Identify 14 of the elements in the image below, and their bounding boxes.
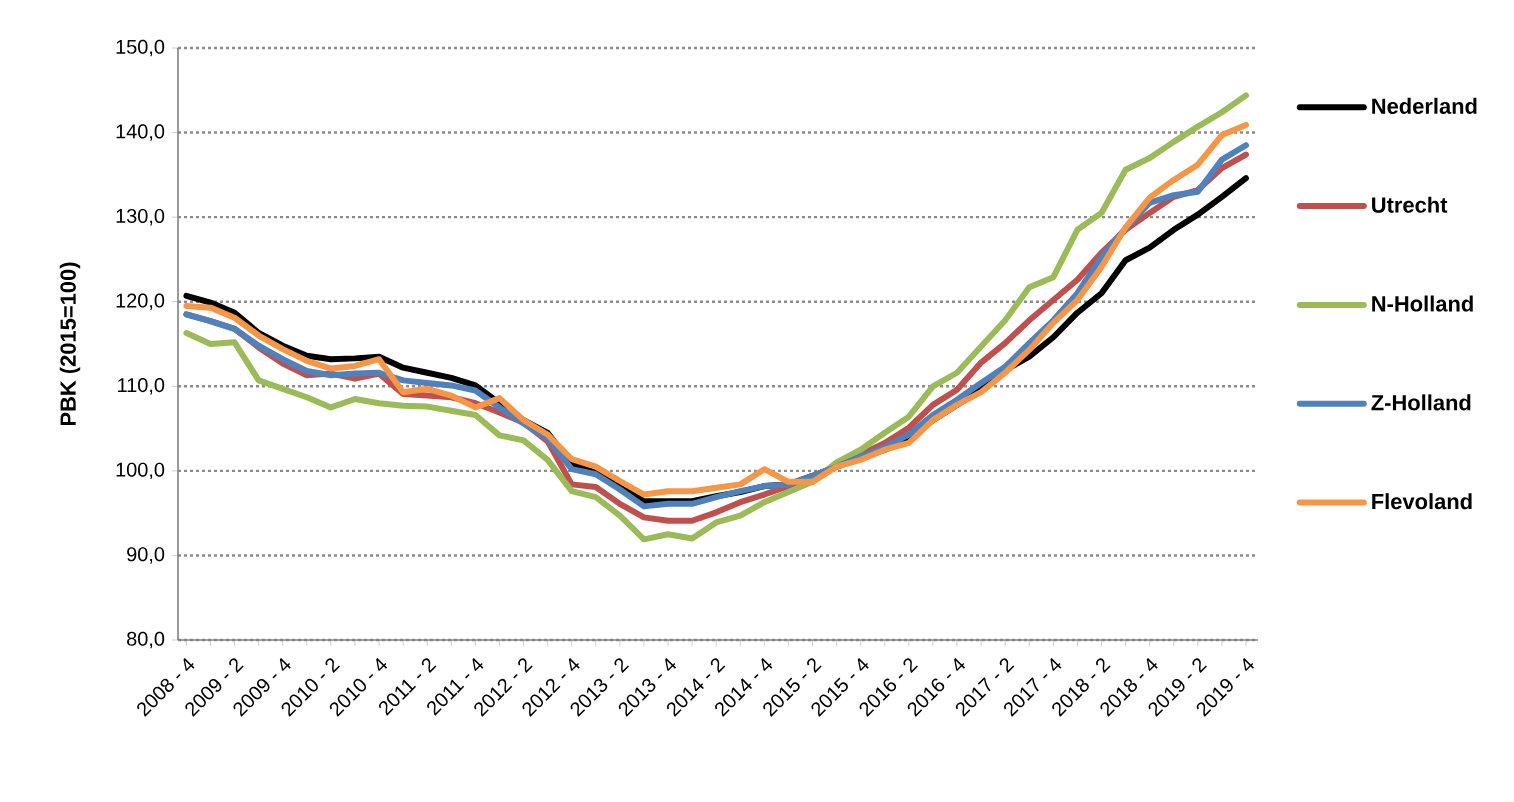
y-tick-label: 140,0	[116, 124, 165, 141]
y-tick-label: 80,0	[127, 631, 165, 649]
y-tick-label: 150,0	[116, 39, 165, 57]
y-tick-label: 90,0	[127, 547, 165, 564]
y-tick-label: 120,0	[116, 293, 165, 310]
y-axis-title: PBK (2015=100)	[59, 262, 81, 426]
legend-label: Utrecht	[1372, 196, 1448, 213]
legend-label: Z-Holland	[1371, 394, 1471, 411]
legend-label: Flevoland	[1372, 493, 1472, 510]
legend-label: Nederland	[1372, 97, 1477, 114]
y-tick-label: 130,0	[116, 208, 165, 226]
legend-label: N-Holland	[1372, 295, 1473, 312]
y-tick-label: 110,0	[118, 378, 165, 395]
y-tick-label: 100,0	[116, 462, 165, 480]
